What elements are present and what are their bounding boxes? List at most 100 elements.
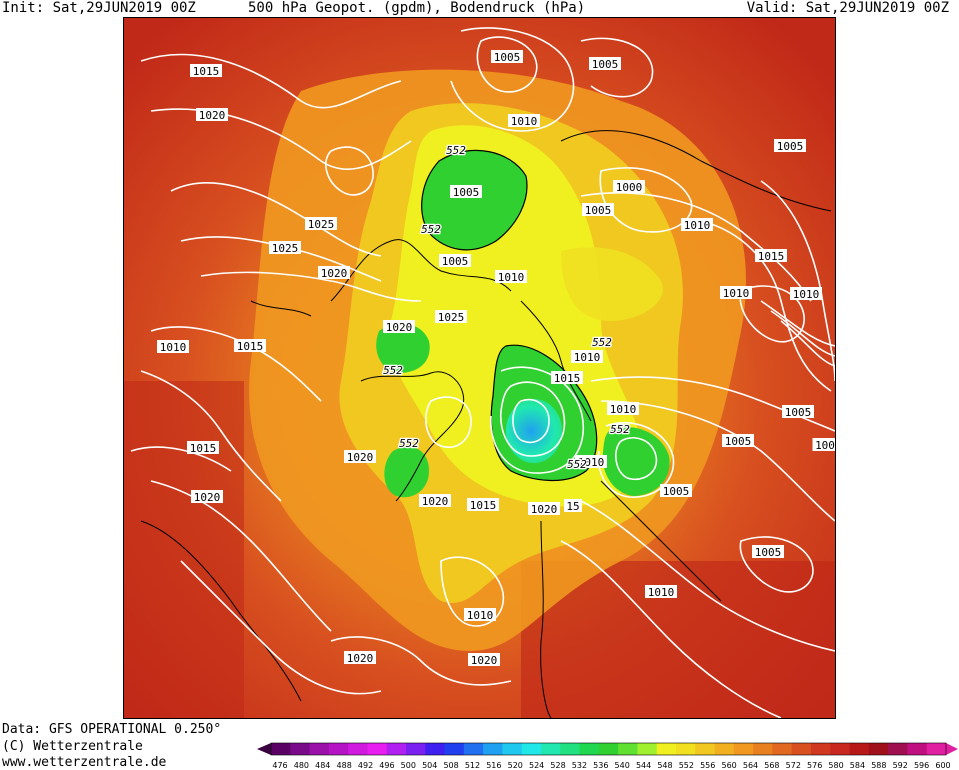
colorbar-tick-label: 500 xyxy=(401,761,416,770)
pressure-label: 1010 xyxy=(464,608,496,622)
pressure-label-text: 1020 xyxy=(199,109,226,122)
coastlines xyxy=(140,130,832,718)
pressure-label: 1010 xyxy=(681,218,713,232)
pressure-label: 1020 xyxy=(383,320,415,334)
pressure-label: 1010 xyxy=(495,270,527,284)
colorbar-tick-label: 600 xyxy=(935,761,950,770)
pressure-label: 1015 xyxy=(755,249,787,263)
pressure-label: 1010 xyxy=(508,114,540,128)
colorbar-tick-label: 528 xyxy=(550,761,565,770)
pressure-label: 1005 xyxy=(450,185,482,199)
color-swatch xyxy=(521,743,542,755)
pressure-label: 1005 xyxy=(660,484,692,498)
color-swatch xyxy=(406,743,426,755)
pressure-label: 1010 xyxy=(607,402,639,416)
pressure-label: 100 xyxy=(812,438,835,452)
colorbar-tick-label: 584 xyxy=(850,761,865,770)
color-swatch xyxy=(676,743,696,755)
colorbar-low-arrow xyxy=(257,743,271,755)
color-swatch xyxy=(367,743,388,755)
color-swatch xyxy=(271,743,291,755)
pressure-label: 1010 xyxy=(157,340,189,354)
pressure-label-text: 1015 xyxy=(190,442,217,455)
copyright: (C) Wetterzentrale xyxy=(2,739,143,754)
pressure-label-text: 1020 xyxy=(347,451,374,464)
pressure-label: 1020 xyxy=(419,494,451,508)
pressure-label-text: 1020 xyxy=(321,267,348,280)
height-label: 552 xyxy=(592,336,612,349)
pressure-label: 1005 xyxy=(582,203,614,217)
pressure-label: 1020 xyxy=(468,653,500,667)
pressure-label: 1010 xyxy=(790,287,822,301)
pressure-label: 1005 xyxy=(589,57,621,71)
pressure-label: 1010 xyxy=(575,455,607,469)
color-swatch xyxy=(502,743,523,755)
colorbar-high-arrow xyxy=(946,743,958,755)
pressure-label-text: 1015 xyxy=(237,340,264,353)
pressure-label-text: 1010 xyxy=(684,219,711,232)
isobars xyxy=(130,27,835,718)
pressure-label-text: 1005 xyxy=(785,406,812,419)
pressure-label: 1005 xyxy=(491,50,523,64)
colorbar-tick-label: 480 xyxy=(294,761,309,770)
pressure-label: 1015 xyxy=(190,64,222,78)
colorbar-tick-label: 588 xyxy=(871,761,886,770)
pressure-label: 1010 xyxy=(571,350,603,364)
pressure-label-text: 1010 xyxy=(511,115,538,128)
pressure-label-text: 1025 xyxy=(308,218,335,231)
pressure-label-text: 1010 xyxy=(467,609,494,622)
colorbar-tick-label: 560 xyxy=(721,761,736,770)
pressure-label-text: 1015 xyxy=(758,250,785,263)
pressure-labels: 1015 1020 1005 1005 1010 1005 1000 1005 1005 1025… xyxy=(157,50,835,667)
pressure-label-text: 1015 xyxy=(470,499,497,512)
website-url[interactable]: www.wetterzentrale.de xyxy=(2,755,167,770)
color-swatch xyxy=(637,743,658,755)
colorbar-tick-label: 592 xyxy=(893,761,908,770)
colorbar-tick-label: 556 xyxy=(700,761,715,770)
pressure-label: 1000 xyxy=(613,180,645,194)
color-swatch xyxy=(328,743,349,755)
color-swatch xyxy=(868,743,889,755)
pressure-label-text: 1010 xyxy=(610,403,637,416)
color-swatch xyxy=(772,743,793,755)
pressure-label-text: 1005 xyxy=(663,485,690,498)
colorbar-tick-label: 552 xyxy=(679,761,694,770)
pressure-label: 1020 xyxy=(344,651,376,665)
pressure-label-text: 1015 xyxy=(554,372,581,385)
pressure-label-text: 1010 xyxy=(498,271,525,284)
colorbar-tick-label: 504 xyxy=(422,761,437,770)
pressure-label-text: 1010 xyxy=(160,341,187,354)
colorbar-tick-label: 568 xyxy=(764,761,779,770)
colorbar-tick-label: 520 xyxy=(508,761,523,770)
pressure-label: 1025 xyxy=(269,241,301,255)
colorbar-tick-label: 532 xyxy=(572,761,587,770)
height-label: 552 xyxy=(399,437,419,450)
height-label: 552 xyxy=(567,458,587,471)
height-labels: 552 552 552 552 552 552 552 xyxy=(382,143,632,473)
pressure-label-text: 1015 xyxy=(193,65,220,78)
color-swatch xyxy=(830,743,851,755)
pressure-label-text: 1005 xyxy=(494,51,521,64)
color-swatch xyxy=(541,743,561,755)
trough-green-west xyxy=(376,323,430,373)
color-swatch xyxy=(579,743,600,755)
color-swatch xyxy=(926,743,947,755)
color-swatch xyxy=(560,743,581,755)
pressure-label: 1020 xyxy=(196,108,228,122)
pressure-label-text: 1020 xyxy=(471,654,498,667)
colorbar-tick-label: 572 xyxy=(786,761,801,770)
color-swatch xyxy=(444,743,465,755)
map-title: 500 hPa Geopot. (gpdm), Bodendruck (hPa) xyxy=(248,0,586,16)
color-swatch xyxy=(425,743,446,755)
weather-map[interactable]: 1015 1020 1005 1005 1010 1005 1000 1005 1005 1025… xyxy=(123,17,836,719)
color-swatch xyxy=(695,743,716,755)
pressure-label-text: 1005 xyxy=(585,204,612,217)
color-swatch xyxy=(463,743,484,755)
colorbar-tick-label: 496 xyxy=(379,761,394,770)
pressure-label: 1020 xyxy=(528,502,560,516)
pressure-label: 1020 xyxy=(318,266,350,280)
pressure-label: 1005 xyxy=(439,254,471,268)
pressure-label-text: 1005 xyxy=(777,140,804,153)
pressure-label: 1015 xyxy=(551,371,583,385)
pressure-label-text: 1010 xyxy=(793,288,820,301)
